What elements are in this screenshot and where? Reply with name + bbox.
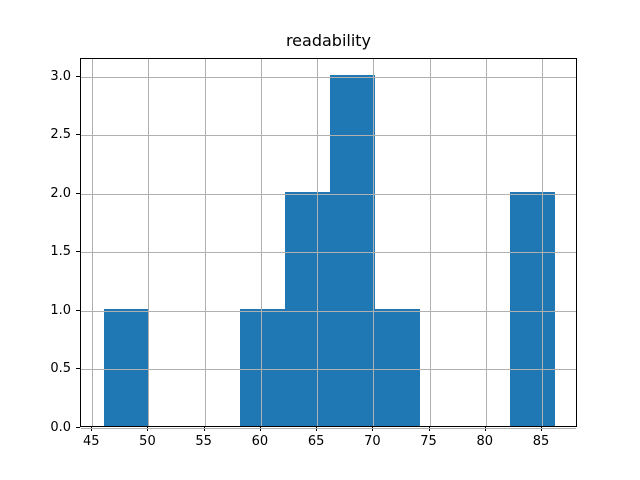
histogram-bar [510,191,556,426]
x-tick-label: 60 [251,434,269,449]
chart-title: readability [285,31,372,50]
gridline-horizontal [81,76,576,78]
gridline-horizontal [81,135,576,137]
gridline-vertical [485,59,487,426]
gridline-vertical [204,59,206,426]
gridline-vertical [148,59,150,426]
x-tick-mark [203,427,205,431]
x-tick-mark [428,427,430,431]
x-tick-label: 70 [364,434,381,449]
y-tick-label: 2.0 [50,185,71,201]
x-tick-label: 50 [139,434,156,449]
bars-layer [81,59,576,426]
y-tick-mark [76,75,80,77]
histogram-bar [104,308,150,426]
y-tick-label: 3.0 [50,68,71,84]
gridline-vertical [373,59,375,426]
x-tick-mark [541,427,543,431]
y-tick-mark [76,251,80,253]
y-tick-mark [76,368,80,370]
x-tick-label: 85 [532,434,550,449]
y-tick-label: 1.5 [50,244,71,260]
x-tick-mark [147,427,149,431]
x-tick-mark [372,427,374,431]
x-tick-mark [484,427,486,431]
y-tick-mark [76,134,80,136]
gridline-vertical [260,59,262,426]
gridline-vertical [542,59,544,426]
gridline-horizontal [81,252,576,254]
grid-layer [81,59,576,429]
histogram-bar [284,191,330,426]
histogram-bar [329,74,375,426]
plot-area [80,58,577,429]
x-tick-mark [91,427,93,431]
x-tick-mark [259,427,261,431]
x-tick-label: 75 [420,434,437,449]
gridline-vertical [429,59,431,426]
x-tick-mark [316,427,318,431]
y-tick-label: 0.5 [50,361,71,377]
x-tick-label: 65 [307,434,325,449]
gridline-vertical [317,59,319,426]
x-tick-label: 55 [195,434,212,449]
y-tick-label: 2.5 [50,127,71,143]
gridline-horizontal [81,428,576,429]
gridline-horizontal [81,193,576,195]
x-tick-label: 80 [476,434,494,449]
gridline-horizontal [81,369,576,371]
y-tick-label: 0.0 [50,420,71,435]
gridline-horizontal [81,310,576,312]
y-tick-label: 1.0 [50,302,71,318]
histogram-bar [239,308,285,426]
y-tick-mark [76,427,80,428]
y-tick-mark [76,192,80,194]
y-tick-mark [76,309,80,311]
x-tick-label: 45 [82,434,100,449]
histogram-bar [374,308,421,426]
gridline-vertical [92,59,94,426]
